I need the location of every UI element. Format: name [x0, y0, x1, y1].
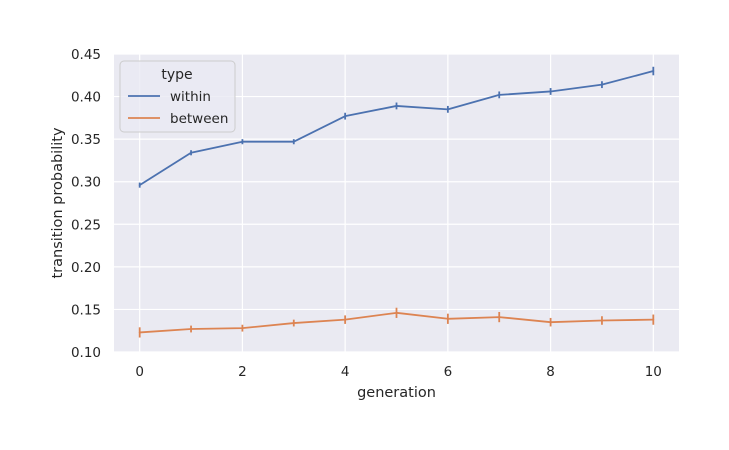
legend-title: type — [161, 67, 192, 83]
y-axis-label: transition probability — [50, 127, 66, 278]
legend-label-within: within — [170, 89, 211, 105]
legend-box — [119, 60, 236, 133]
y-tick-label: 0.20 — [71, 260, 101, 276]
y-tick-label: 0.40 — [71, 90, 101, 106]
y-tick-label: 0.25 — [71, 217, 101, 233]
y-axis-ticks: 0.10 0.15 0.20 0.25 0.30 0.35 0.40 0.45 — [71, 47, 101, 361]
legend-label-between: between — [170, 111, 228, 127]
legend: type within between — [119, 60, 236, 133]
series — [138, 66, 655, 338]
y-tick-label: 0.35 — [71, 132, 101, 148]
series-between — [138, 307, 655, 338]
y-tick-label: 0.15 — [71, 302, 101, 318]
x-tick-label: 2 — [238, 364, 247, 380]
x-tick-label: 4 — [341, 364, 350, 380]
x-tick-label: 8 — [546, 364, 555, 380]
x-axis-ticks: 0 2 4 6 8 10 — [135, 364, 662, 380]
x-axis-label: generation — [357, 385, 436, 401]
x-tick-label: 6 — [444, 364, 453, 380]
x-tick-label: 10 — [645, 364, 662, 380]
series-within — [138, 66, 655, 188]
x-tick-label: 0 — [135, 364, 144, 380]
y-tick-label: 0.45 — [71, 47, 101, 63]
y-tick-label: 0.10 — [71, 345, 101, 361]
y-tick-label: 0.30 — [71, 175, 101, 191]
